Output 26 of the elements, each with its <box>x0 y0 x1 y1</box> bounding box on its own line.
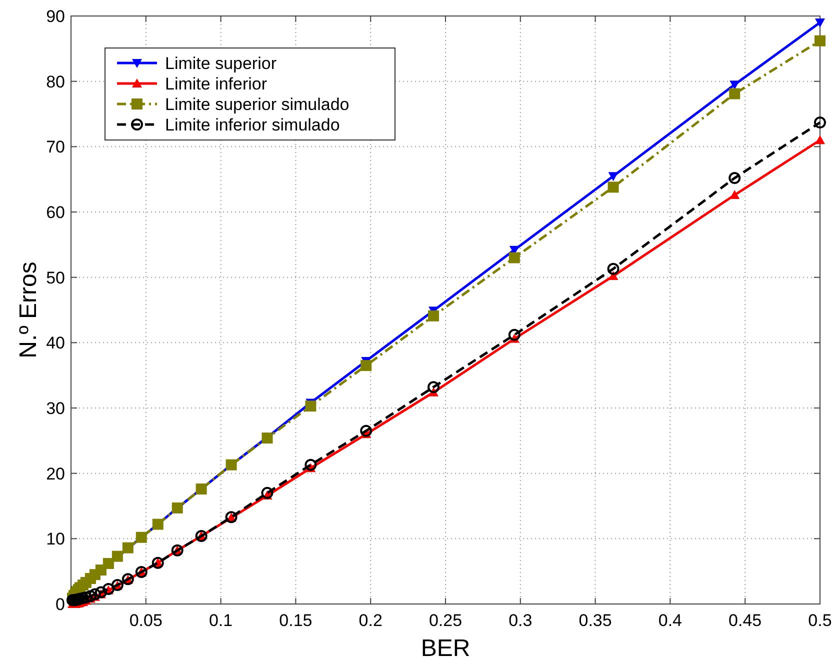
x-tick-label: 0.25 <box>428 611 462 630</box>
legend-label: Limite superior simulado <box>165 95 350 114</box>
x-tick-label: 0.45 <box>728 611 762 630</box>
x-tick-label: 0.4 <box>658 611 682 630</box>
x-tick-label: 0.5 <box>808 611 832 630</box>
y-tick-label: 30 <box>46 399 65 418</box>
y-tick-label: 40 <box>46 334 65 353</box>
x-tick-label: 0.2 <box>358 611 382 630</box>
x-tick-label: 0.15 <box>279 611 312 630</box>
y-tick-label: 70 <box>46 138 65 157</box>
y-tick-label: 60 <box>46 203 65 222</box>
legend-label: Limite superior <box>165 54 277 73</box>
y-tick-label: 20 <box>46 464 65 484</box>
legend-label: Limite inferior <box>165 74 268 94</box>
x-tick-label: 0.05 <box>129 611 162 630</box>
x-axis-title: BER <box>420 635 470 662</box>
y-axis-title: N.º Erros <box>15 262 42 358</box>
x-tick-label: 0.35 <box>578 611 612 630</box>
legend-label: Limite inferior simulado <box>165 116 340 134</box>
y-tick-label: 80 <box>46 72 65 92</box>
y-tick-label: 50 <box>46 268 65 288</box>
y-tick-label: 90 <box>46 7 65 26</box>
y-tick-label: 10 <box>46 530 65 549</box>
y-tick-label: 0 <box>56 595 65 614</box>
x-tick-label: 0.1 <box>208 611 233 630</box>
x-tick-label: 0.3 <box>508 611 532 630</box>
